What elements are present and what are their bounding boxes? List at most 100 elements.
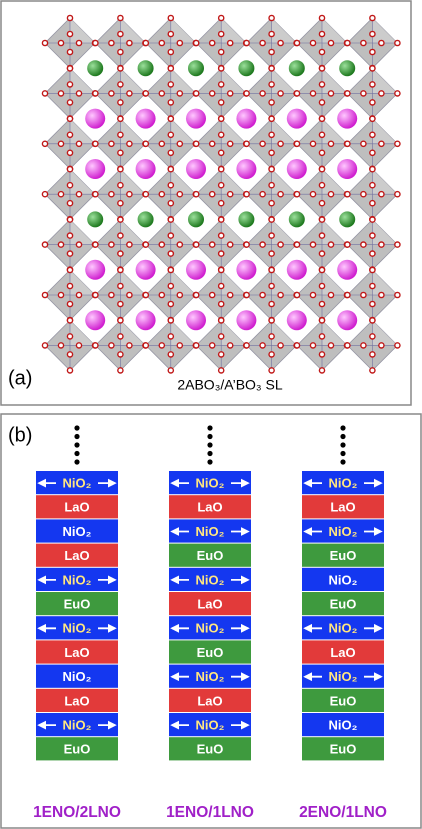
- la-atom: [136, 109, 156, 129]
- oxygen: [370, 251, 375, 256]
- la-atom: [287, 260, 307, 280]
- continuation-dot: [340, 442, 345, 447]
- oxygen: [127, 242, 132, 247]
- oxygen: [310, 91, 315, 96]
- oxygen: [345, 343, 350, 348]
- oxygen: [159, 343, 164, 348]
- oxygen: [370, 15, 375, 20]
- oxygen: [168, 183, 173, 188]
- oxygen: [118, 31, 123, 36]
- oxygen: [269, 267, 274, 272]
- oxygen: [278, 192, 283, 197]
- oxygen: [370, 368, 375, 373]
- layer-label: NiO₂: [329, 476, 358, 491]
- la-atom: [287, 310, 307, 330]
- la-atom: [236, 159, 256, 179]
- column-label: 1ENO/2LNO: [33, 804, 121, 821]
- oxygen: [278, 292, 283, 297]
- oxygen: [244, 91, 249, 96]
- oxygen: [294, 292, 299, 297]
- oxygen: [269, 15, 274, 20]
- oxygen: [127, 343, 132, 348]
- oxygen: [127, 91, 132, 96]
- layer-label: EuO: [64, 597, 91, 612]
- oxygen: [93, 91, 98, 96]
- oxygen: [93, 192, 98, 197]
- oxygen: [319, 233, 324, 238]
- oxygen: [67, 201, 72, 206]
- la-atom: [236, 260, 256, 280]
- oxygen: [319, 150, 324, 155]
- layer-label: LaO: [64, 693, 89, 708]
- oxygen: [194, 292, 199, 297]
- oxygen: [269, 100, 274, 105]
- oxygen: [42, 40, 47, 45]
- oxygen: [294, 141, 299, 146]
- oxygen: [118, 150, 123, 155]
- layer-label: LaO: [330, 645, 355, 660]
- oxygen: [177, 141, 182, 146]
- oxygen: [219, 334, 224, 339]
- oxygen: [42, 292, 47, 297]
- la-atom: [236, 109, 256, 129]
- oxygen: [219, 352, 224, 357]
- oxygen: [127, 192, 132, 197]
- layer-label: NiO₂: [329, 669, 358, 684]
- layer-label: NiO₂: [196, 718, 225, 733]
- oxygen: [67, 31, 72, 36]
- oxygen: [219, 368, 224, 373]
- oxygen: [395, 91, 400, 96]
- figure: (a) 2ABO₃/A’BO₃ SL (b) NiO₂LaONiO₂LaONiO…: [0, 0, 422, 829]
- oxygen: [67, 233, 72, 238]
- oxygen: [109, 91, 114, 96]
- oxygen: [42, 242, 47, 247]
- oxygen: [269, 116, 274, 121]
- oxygen: [58, 91, 63, 96]
- oxygen: [159, 292, 164, 297]
- oxygen: [118, 15, 123, 20]
- oxygen: [194, 91, 199, 96]
- la-atom: [337, 109, 357, 129]
- layer-label: EuO: [197, 742, 224, 757]
- column-label: 2ENO/1LNO: [299, 804, 387, 821]
- oxygen: [118, 368, 123, 373]
- oxygen: [118, 167, 123, 172]
- oxygen: [118, 100, 123, 105]
- oxygen: [219, 267, 224, 272]
- oxygen: [219, 150, 224, 155]
- layer-label: EuO: [330, 742, 357, 757]
- oxygen: [294, 192, 299, 197]
- oxygen: [168, 15, 173, 20]
- oxygen: [219, 217, 224, 222]
- oxygen: [269, 352, 274, 357]
- layer-label: NiO₂: [196, 476, 225, 491]
- oxygen: [67, 318, 72, 323]
- oxygen: [118, 132, 123, 137]
- oxygen: [58, 192, 63, 197]
- oxygen: [294, 343, 299, 348]
- layer-label: EuO: [330, 597, 357, 612]
- panel-a-caption: 2ABO₃/A’BO₃ SL: [177, 377, 283, 393]
- oxygen: [269, 318, 274, 323]
- oxygen: [159, 141, 164, 146]
- continuation-dot: [74, 434, 79, 439]
- oxygen: [244, 242, 249, 247]
- oxygen: [228, 343, 233, 348]
- oxygen: [278, 343, 283, 348]
- oxygen: [370, 283, 375, 288]
- oxygen: [269, 201, 274, 206]
- la-atom: [85, 109, 105, 129]
- oxygen: [93, 292, 98, 297]
- oxygen: [168, 31, 173, 36]
- oxygen: [168, 116, 173, 121]
- oxygen: [269, 283, 274, 288]
- oxygen: [310, 242, 315, 247]
- oxygen: [319, 283, 324, 288]
- layer-label: NiO₂: [63, 669, 92, 684]
- oxygen: [260, 91, 265, 96]
- oxygen: [345, 40, 350, 45]
- crystal-structure: [42, 15, 400, 373]
- oxygen: [67, 368, 72, 373]
- oxygen: [42, 343, 47, 348]
- oxygen: [58, 343, 63, 348]
